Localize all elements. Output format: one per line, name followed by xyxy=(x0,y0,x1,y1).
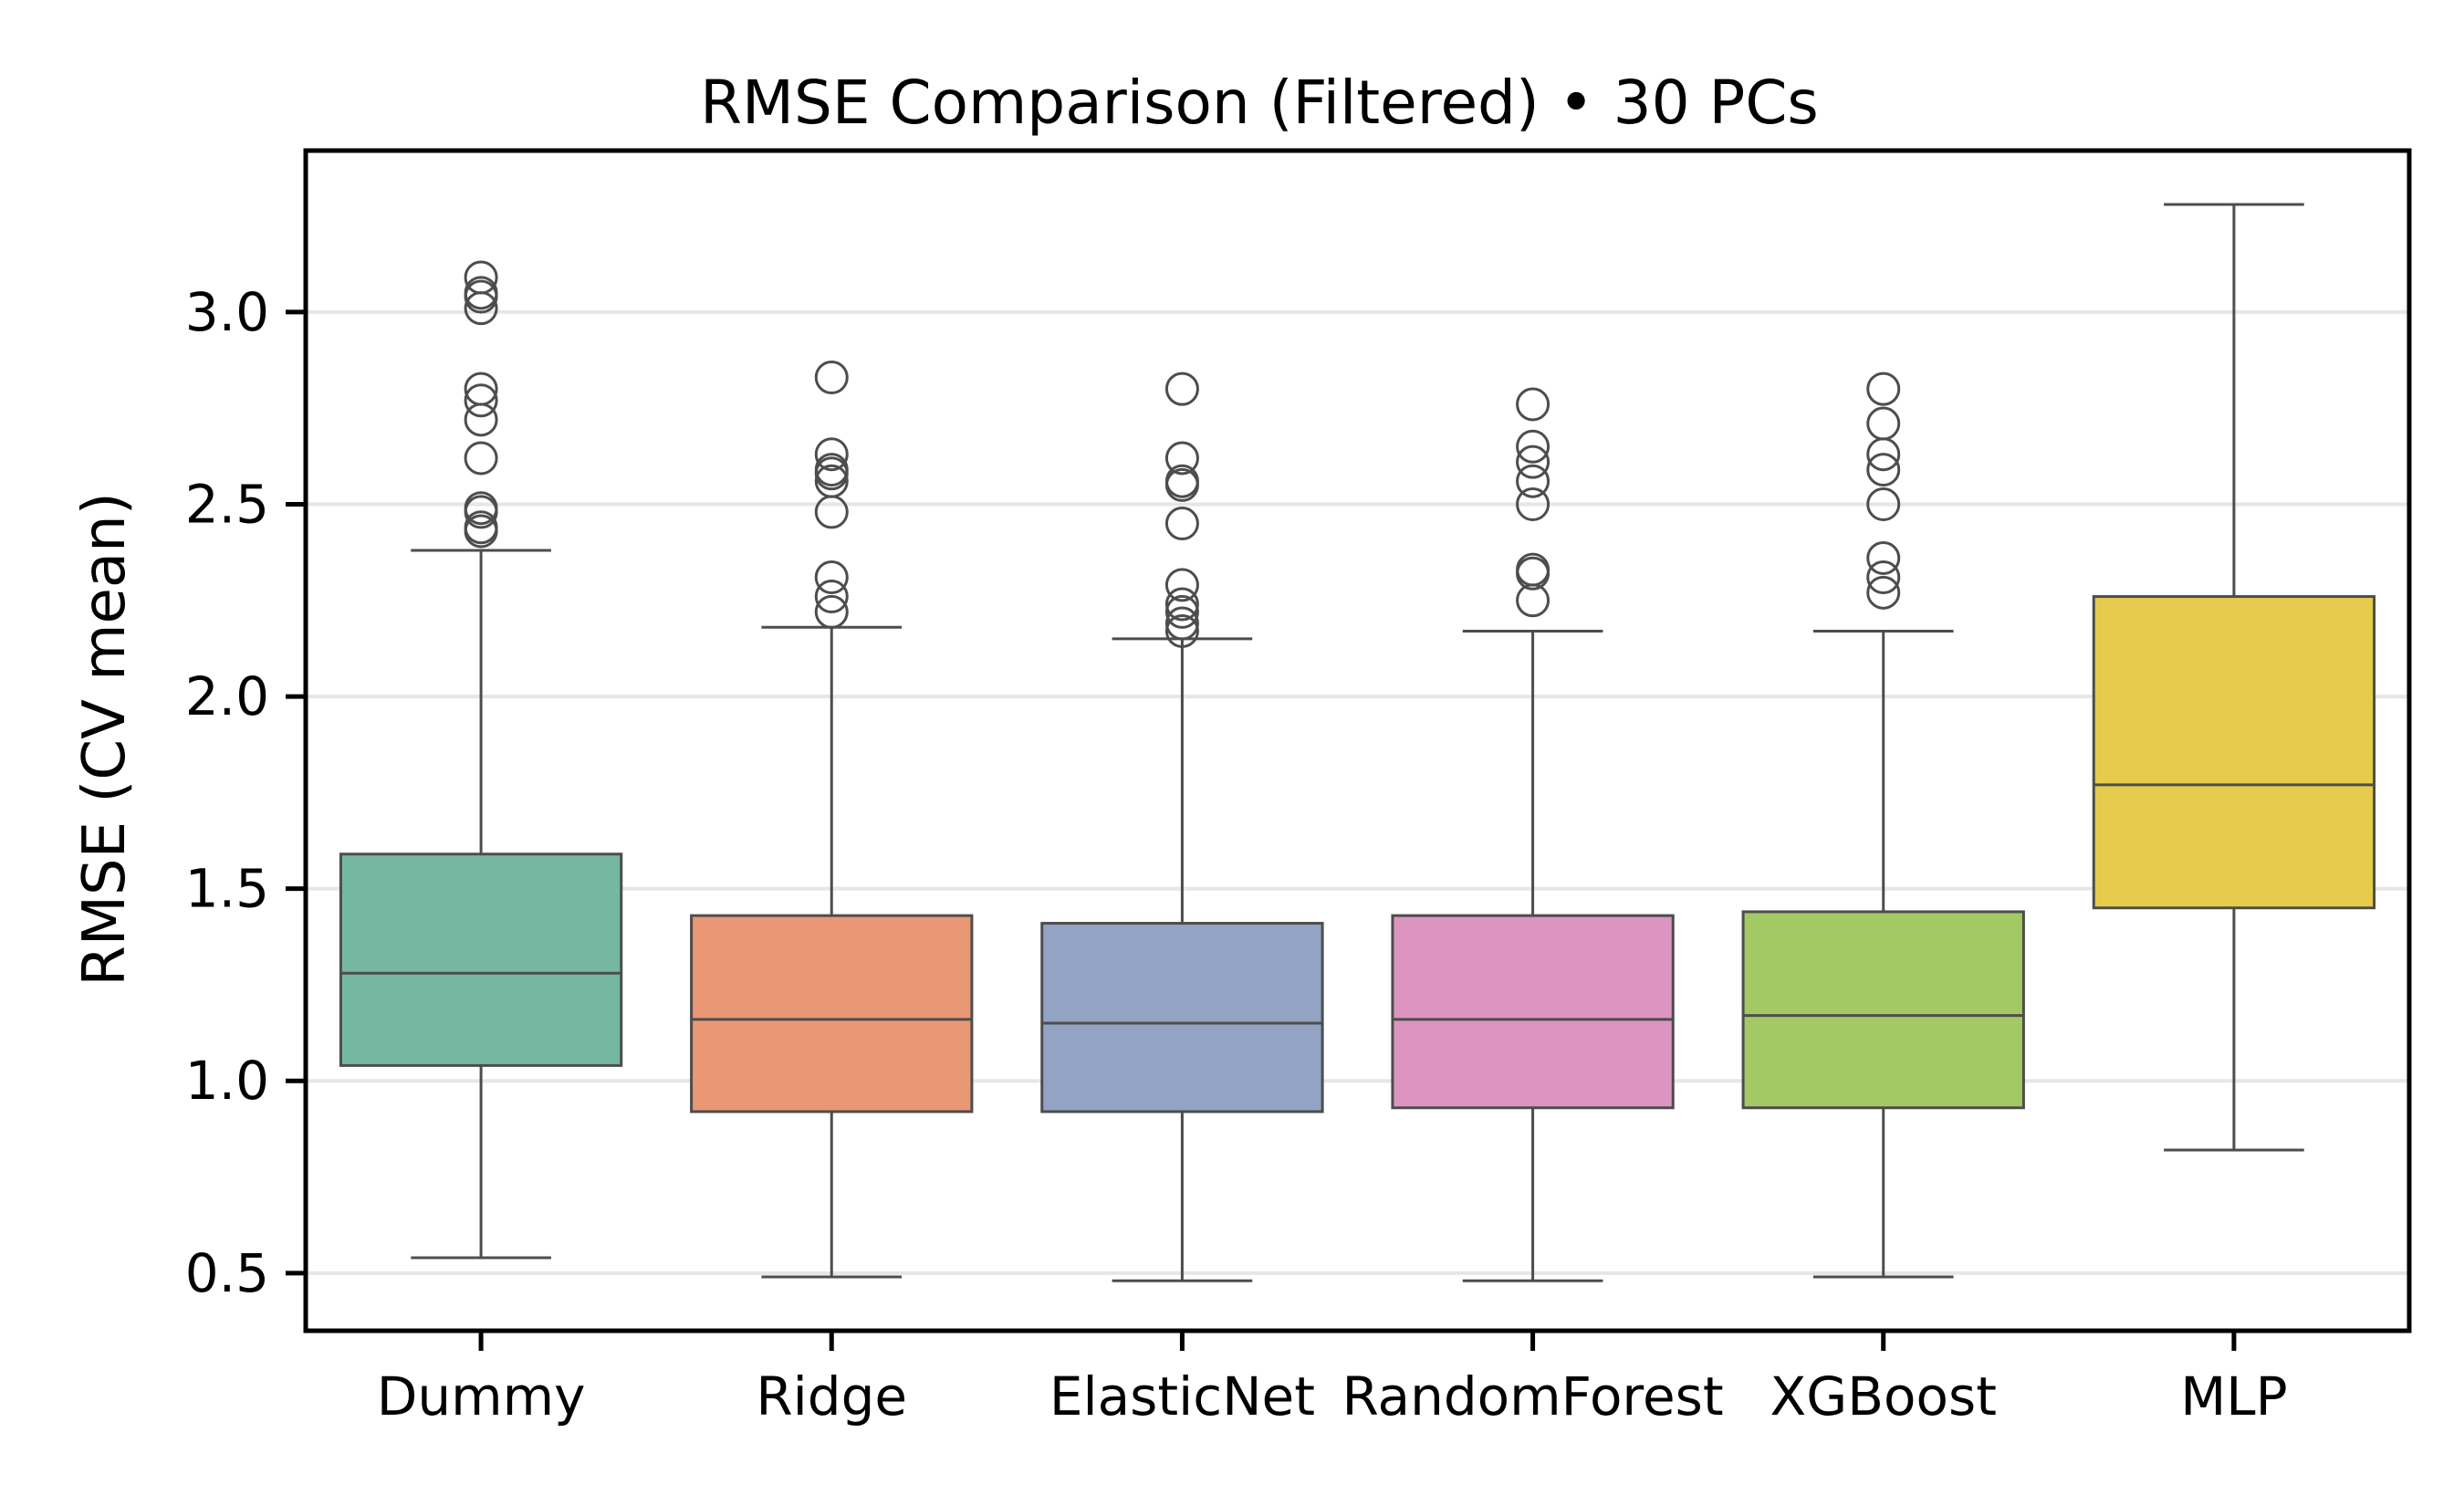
outlier-point xyxy=(464,371,498,406)
outlier-point xyxy=(1164,587,1199,622)
iqr-box xyxy=(1391,914,1675,1110)
box-group-xgboost xyxy=(1741,371,2025,1279)
outlier-point xyxy=(1516,552,1550,587)
outlier-point xyxy=(1866,560,1901,595)
outlier-point xyxy=(1164,568,1199,602)
y-tick-label: 1.5 xyxy=(185,858,269,920)
outlier-point xyxy=(1164,606,1199,641)
outlier-point xyxy=(1164,371,1199,406)
outlier-point xyxy=(1516,387,1550,422)
outlier-point xyxy=(464,491,498,526)
outlier-point xyxy=(814,437,849,472)
iqr-box xyxy=(339,852,623,1067)
y-tick-label: 1.0 xyxy=(185,1050,269,1112)
outlier-point xyxy=(464,441,498,476)
y-tick-label: 0.5 xyxy=(185,1242,269,1304)
outlier-point xyxy=(1866,406,1901,441)
x-tick-label: RandomForest xyxy=(1342,1365,1724,1428)
outlier-point xyxy=(814,560,849,595)
box-group-mlp xyxy=(2092,203,2376,1152)
outlier-point xyxy=(1866,575,1901,610)
outlier-point xyxy=(1516,464,1550,498)
x-tick-label: MLP xyxy=(2180,1365,2287,1428)
outlier-point xyxy=(1516,429,1550,464)
y-tick-label: 2.0 xyxy=(185,665,269,727)
outlier-point xyxy=(1866,540,1901,575)
outlier-point xyxy=(464,403,498,437)
outlier-point xyxy=(1516,486,1550,521)
box-group-elasticnet xyxy=(1040,371,1324,1282)
iqr-box xyxy=(1040,922,1324,1114)
y-tick-label: 3.0 xyxy=(185,281,269,343)
grid-lines xyxy=(306,309,2409,1275)
outlier-point xyxy=(464,260,498,295)
outlier-point xyxy=(814,360,849,394)
chart-title: RMSE Comparison (Filtered) • 30 PCs xyxy=(700,68,1819,138)
outlier-point xyxy=(1866,486,1901,521)
outlier-point xyxy=(1164,594,1199,629)
outlier-point xyxy=(814,453,849,487)
outlier-point xyxy=(1164,464,1199,498)
x-tick-label: ElasticNet xyxy=(1049,1365,1315,1428)
x-tick-label: Ridge xyxy=(756,1365,907,1428)
y-tick-label: 2.5 xyxy=(185,473,269,535)
outlier-point xyxy=(1164,507,1199,541)
outlier-point xyxy=(1516,444,1550,479)
box-group-ridge xyxy=(690,360,974,1279)
outlier-point xyxy=(464,510,498,545)
outlier-point xyxy=(814,464,849,498)
box-group-dummy xyxy=(339,260,623,1260)
outlier-point xyxy=(464,276,498,310)
iqr-box xyxy=(2092,595,2376,910)
y-axis-label: RMSE (CV mean) xyxy=(71,492,139,986)
x-tick-label: Dummy xyxy=(377,1365,586,1428)
outlier-point xyxy=(464,383,498,418)
outlier-point xyxy=(814,580,849,614)
iqr-box xyxy=(1741,910,2025,1110)
outlier-point xyxy=(1866,371,1901,406)
plot-frame xyxy=(303,148,2412,1333)
outlier-point xyxy=(814,495,849,529)
box-series xyxy=(339,203,2376,1282)
axes: 0.5 1.0 1.5 2.0 2.5 3.0 Dummy Ridge ElasticNet Ra… xyxy=(185,148,2412,1428)
outlier-point xyxy=(1164,613,1199,648)
outlier-point xyxy=(1164,441,1199,476)
box-group-randomforest xyxy=(1391,387,1675,1282)
x-tick-label: XGBoost xyxy=(1770,1365,1997,1428)
outlier-point xyxy=(814,594,849,629)
outlier-point xyxy=(1866,453,1901,487)
iqr-box xyxy=(690,914,974,1114)
